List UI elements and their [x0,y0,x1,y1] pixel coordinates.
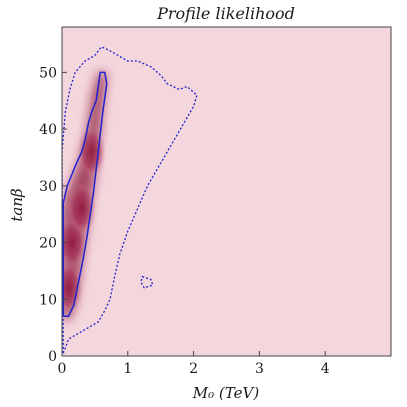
y-tick-label: 40 [39,122,57,138]
x-tick-label: 3 [255,361,264,377]
x-tick-label: 4 [321,361,330,377]
x-axis-label: M₀ (TeV) [192,384,260,402]
x-axis: 0 1 2 3 4 [58,351,330,377]
y-tick-label: 10 [39,292,57,308]
y-tick-label: 0 [48,349,57,365]
y-tick-label: 50 [39,65,57,81]
y-tick-label: 20 [39,236,57,252]
likelihood-heatmap [62,72,107,322]
contour-layer [62,46,198,354]
x-tick-label: 0 [58,361,67,377]
plot-frame [61,26,392,357]
y-axis: 0 10 20 30 40 50 [39,65,67,365]
likelihood-hotspot [62,261,83,314]
x-tick-label: 1 [123,361,132,377]
contour-68-solid [62,71,108,318]
contour-95-dotted [62,46,198,354]
y-axis-label: tanβ [8,188,26,222]
y-tick-label: 30 [39,179,57,195]
x-tick-label: 2 [189,361,198,377]
heatmap-background [62,27,391,356]
chart-title: Profile likelihood [156,4,295,23]
